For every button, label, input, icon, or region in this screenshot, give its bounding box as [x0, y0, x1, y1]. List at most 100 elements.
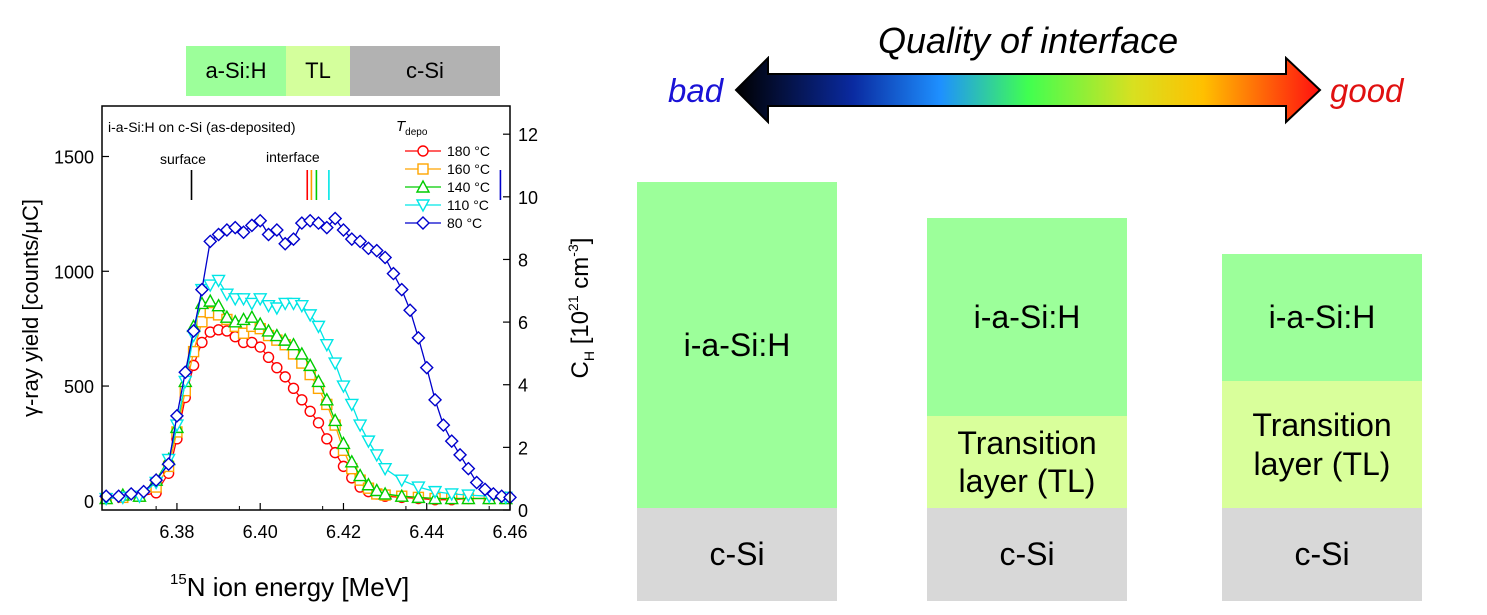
- data-point: [278, 332, 293, 346]
- data-point: [271, 361, 283, 374]
- data-point: [253, 293, 268, 307]
- data-point: [377, 462, 393, 477]
- data-point: [319, 392, 334, 406]
- data-point: [287, 382, 300, 395]
- data-point: [203, 234, 218, 249]
- data-point: [311, 320, 326, 334]
- legend-label: 160 °C: [447, 161, 490, 177]
- data-point: [369, 243, 384, 258]
- data-point: [394, 474, 409, 488]
- y-axis-label: γ-ray yield [counts/μC]: [18, 199, 43, 417]
- stack-3: i-a-Si:H Transition layer (TL) c-Si: [1222, 254, 1422, 601]
- data-point: [369, 483, 384, 497]
- data-point: [336, 222, 351, 237]
- data-point: [369, 449, 384, 463]
- stack-2-tl-label: Transition layer (TL): [957, 424, 1097, 499]
- stack-2-csi-label: c-Si: [999, 536, 1055, 573]
- data-point: [294, 346, 310, 360]
- data-point: [411, 489, 426, 504]
- stack-1-asi: i-a-Si:H: [637, 182, 837, 508]
- data-point: [336, 380, 351, 394]
- series-layer: [98, 211, 517, 506]
- legend-title: Tdepo: [396, 118, 428, 138]
- stack-2-asi: i-a-Si:H: [927, 218, 1127, 416]
- x-tick-label: 6.46: [492, 522, 527, 542]
- data-point: [377, 486, 393, 500]
- data-point: [427, 485, 443, 500]
- data-point: [254, 341, 266, 353]
- x-axis-label: 15N ion energy [MeV]: [170, 571, 409, 602]
- data-point: [411, 330, 426, 345]
- legend: 180 °C 160 °C 140 °C 110 °C 80 °C: [405, 143, 490, 231]
- data-point: [327, 357, 343, 371]
- chart-title: i-a-Si:H on c-Si (as-deposited): [108, 119, 296, 135]
- data-point: [219, 309, 235, 323]
- y2-tick-label: 2: [518, 438, 528, 458]
- legend-label: 80 °C: [447, 215, 482, 231]
- x-tick-label: 6.40: [243, 522, 278, 542]
- stack-3-asi-label: i-a-Si:H: [1268, 299, 1376, 336]
- stack-3-tl-label: Transition layer (TL): [1252, 407, 1392, 482]
- data-point: [336, 435, 351, 450]
- y-tick-label: 1500: [54, 148, 94, 168]
- data-point: [302, 309, 318, 323]
- data-point: [237, 327, 250, 339]
- data-point: [111, 489, 126, 504]
- data-point: [361, 477, 376, 491]
- data-point: [169, 408, 184, 423]
- data-point: [321, 433, 333, 445]
- bar-asi-label: a-Si:H: [205, 58, 267, 83]
- y2-tick-label: 6: [518, 313, 528, 333]
- y2-axis-label: CH [1021 cm-3]: [565, 238, 597, 379]
- data-point: [187, 345, 200, 358]
- data-point: [269, 302, 285, 316]
- stack-1-csi-label: c-Si: [709, 536, 765, 573]
- data-point: [186, 323, 201, 338]
- stack-3-csi: c-Si: [1222, 508, 1422, 601]
- x-tick-label: 6.38: [159, 522, 194, 542]
- data-point: [311, 373, 326, 388]
- data-point: [344, 398, 359, 412]
- data-point: [253, 213, 268, 228]
- data-point: [417, 145, 429, 157]
- data-point: [228, 293, 243, 307]
- data-point: [261, 323, 276, 337]
- legend-label: 140 °C: [447, 179, 490, 195]
- data-point: [461, 461, 476, 476]
- good-label: good: [1330, 72, 1404, 109]
- legend-label: 180 °C: [447, 143, 490, 159]
- data-point: [444, 488, 459, 502]
- stack-1: i-a-Si:H c-Si: [637, 182, 837, 601]
- hydrogen-profile-chart: 6.38 6.40 6.42 6.44 6.4605001000150002468101…: [18, 105, 597, 602]
- data-point: [236, 225, 251, 240]
- bar-asi: a-Si:H: [186, 46, 286, 96]
- x-tick-label: 6.44: [409, 522, 444, 542]
- data-point: [416, 216, 430, 230]
- data-point: [428, 392, 443, 407]
- data-point: [124, 486, 139, 501]
- stack-1-asi-label: i-a-Si:H: [683, 326, 791, 363]
- stack-2-csi: c-Si: [927, 508, 1127, 601]
- data-point: [419, 360, 434, 375]
- data-point: [253, 316, 268, 330]
- data-point: [352, 419, 368, 433]
- data-point: [294, 300, 310, 314]
- data-point: [178, 365, 193, 380]
- data-point: [279, 371, 291, 383]
- data-point: [269, 328, 285, 342]
- data-point: [453, 447, 468, 462]
- stack-3-csi-label: c-Si: [1294, 536, 1350, 573]
- x-tick-label: 6.42: [326, 522, 361, 542]
- y-tick-label: 1000: [54, 262, 94, 282]
- data-point: [353, 234, 368, 249]
- data-point: [211, 274, 226, 288]
- bar-csi: c-Si: [350, 46, 500, 96]
- data-point: [417, 163, 429, 175]
- plot-frame: [101, 105, 511, 511]
- legend-entry: 160 °C: [405, 161, 490, 177]
- data-point: [494, 489, 509, 504]
- data-point: [411, 481, 426, 495]
- y-tick-label: 500: [64, 377, 94, 397]
- annotation-interface: interface: [266, 149, 320, 165]
- data-point: [386, 266, 401, 281]
